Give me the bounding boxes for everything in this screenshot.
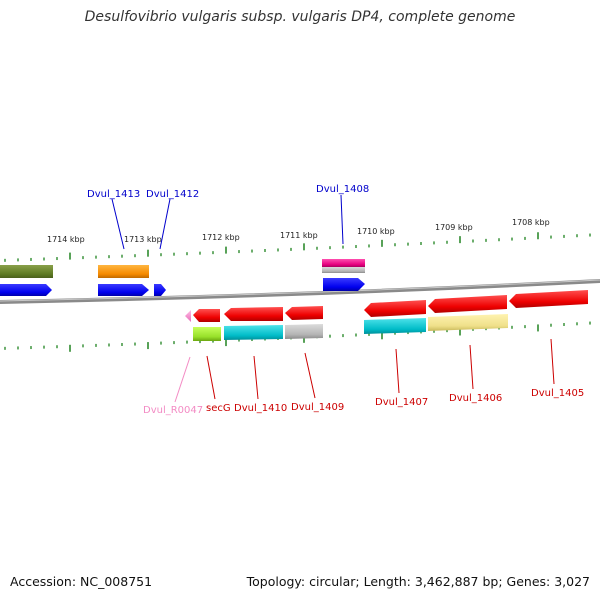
gene-arrow-dvul-1406[interactable] [428,295,507,313]
label-dvul-1406[interactable]: Dvul_1406 [449,393,502,404]
leader-dvul-1409 [304,352,316,399]
label-dvul-1409[interactable]: Dvul_1409 [291,402,344,413]
gene-block-lime[interactable] [193,327,221,341]
leader-dvul-1406 [469,344,474,390]
forward-inner-row [0,278,365,296]
topology-text: Topology: circular; Length: 3,462,887 bp… [246,574,590,589]
label-dvul-1412[interactable]: Dvul_1412 [146,189,199,200]
leader-dvul-1413 [111,198,125,250]
gene-arrow-dvul-1407[interactable] [364,300,426,317]
label-dvul-r0047[interactable]: Dvul_R0047 [143,405,203,416]
reverse-inner-row [185,290,588,322]
gene-block-khaki[interactable] [428,314,508,331]
accession-text: Accession: NC_008751 [10,574,153,589]
leader-lines [111,194,555,403]
leader-dvul-r0047 [174,356,191,403]
gene-block-gray[interactable] [285,324,323,339]
leader-secg [206,355,216,400]
gene-arrow-dvul-1413[interactable] [98,284,149,296]
genome-backbone-highlight [0,279,600,302]
gene-arrow-dvul-r0047[interactable] [185,310,191,322]
gene-block-orange[interactable] [98,265,149,278]
genome-backbone [0,279,600,304]
gene-arrow-dvul-1412[interactable] [154,284,166,296]
kbp-label-1710: 1710 kbp [357,227,395,236]
gene-arrow-dvul-1409[interactable] [285,306,323,320]
gene-arrow-dvul-1405[interactable] [509,290,588,308]
leader-dvul-1405 [550,338,555,385]
forward-tick-ring [4,232,591,262]
leader-dvul-1412 [159,198,171,250]
kbp-labels: 1714 kbp 1713 kbp 1712 kbp 1711 kbp 1710… [47,218,550,244]
kbp-label-1714: 1714 kbp [47,235,85,244]
forward-outer-row [0,259,365,278]
kbp-label-1708: 1708 kbp [512,218,550,227]
label-dvul-1408[interactable]: Dvul_1408 [316,184,369,195]
gene-arrow-dvul-1410[interactable] [224,307,283,321]
gene-block-gray-small[interactable] [322,267,365,273]
gene-block-cyan-2[interactable] [364,318,426,334]
gene-arrow-forward-1[interactable] [0,284,52,296]
gene-arrow-secg[interactable] [193,309,220,322]
kbp-label-1713: 1713 kbp [124,235,162,244]
leader-dvul-1408 [340,194,344,245]
gene-arrow-dvul-1408[interactable] [323,278,365,291]
gene-labels: Dvul_1413 Dvul_1412 Dvul_1408 Dvul_R0047… [87,184,584,416]
gene-block-olive[interactable] [0,265,53,278]
kbp-label-1711: 1711 kbp [280,231,318,240]
label-dvul-1407[interactable]: Dvul_1407 [375,397,428,408]
label-dvul-1413[interactable]: Dvul_1413 [87,189,140,200]
gene-block-cyan-1[interactable] [224,325,283,340]
leader-dvul-1410 [253,355,259,400]
kbp-label-1712: 1712 kbp [202,233,240,242]
reverse-outer-row [193,314,508,341]
label-dvul-1410[interactable]: Dvul_1410 [234,403,287,414]
kbp-label-1709: 1709 kbp [435,223,473,232]
label-dvul-1405[interactable]: Dvul_1405 [531,388,584,399]
label-secg[interactable]: secG [206,403,231,414]
map-title: Desulfovibrio vulgaris subsp. vulgaris D… [84,9,516,25]
leader-dvul-1407 [395,348,400,394]
gene-block-magenta[interactable] [322,259,365,267]
